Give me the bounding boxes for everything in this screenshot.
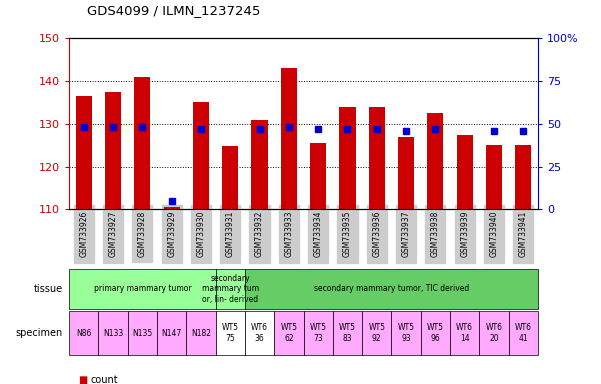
Bar — [222, 146, 239, 209]
Text: WT5
96: WT5 96 — [427, 323, 444, 343]
Bar — [76, 96, 92, 209]
Text: WT6
41: WT6 41 — [514, 323, 532, 343]
Bar — [251, 121, 267, 209]
Text: N133: N133 — [103, 329, 123, 338]
Text: count: count — [90, 375, 118, 384]
Bar — [310, 143, 326, 209]
Bar — [105, 92, 121, 209]
Bar — [368, 107, 385, 209]
Bar — [134, 77, 150, 209]
Bar — [515, 145, 531, 209]
Bar — [457, 134, 473, 209]
Bar — [281, 68, 297, 209]
Text: primary mammary tumor: primary mammary tumor — [94, 285, 191, 293]
Text: N182: N182 — [191, 329, 211, 338]
Text: secondary mammary tumor, TIC derived: secondary mammary tumor, TIC derived — [314, 285, 469, 293]
Text: WT5
92: WT5 92 — [368, 323, 385, 343]
Bar — [193, 103, 209, 209]
Text: WT6
20: WT6 20 — [486, 323, 502, 343]
Bar — [486, 145, 502, 209]
Text: N147: N147 — [162, 329, 182, 338]
Text: GDS4099 / ILMN_1237245: GDS4099 / ILMN_1237245 — [87, 4, 260, 17]
Text: N135: N135 — [132, 329, 153, 338]
Text: WT5
62: WT5 62 — [280, 323, 297, 343]
Text: WT5
75: WT5 75 — [222, 323, 239, 343]
Text: ■: ■ — [78, 375, 87, 384]
Text: N86: N86 — [76, 329, 91, 338]
Text: WT5
93: WT5 93 — [397, 323, 415, 343]
Text: tissue: tissue — [34, 284, 63, 294]
Text: WT6
14: WT6 14 — [456, 323, 473, 343]
Bar — [427, 113, 444, 209]
Bar — [163, 207, 180, 209]
Bar — [340, 107, 356, 209]
Text: WT6
36: WT6 36 — [251, 323, 268, 343]
Bar — [398, 137, 414, 209]
Text: WT5
83: WT5 83 — [339, 323, 356, 343]
Text: specimen: specimen — [16, 328, 63, 338]
Text: secondary
mammary tum
or, lin- derived: secondary mammary tum or, lin- derived — [202, 274, 259, 304]
Text: WT5
73: WT5 73 — [310, 323, 327, 343]
